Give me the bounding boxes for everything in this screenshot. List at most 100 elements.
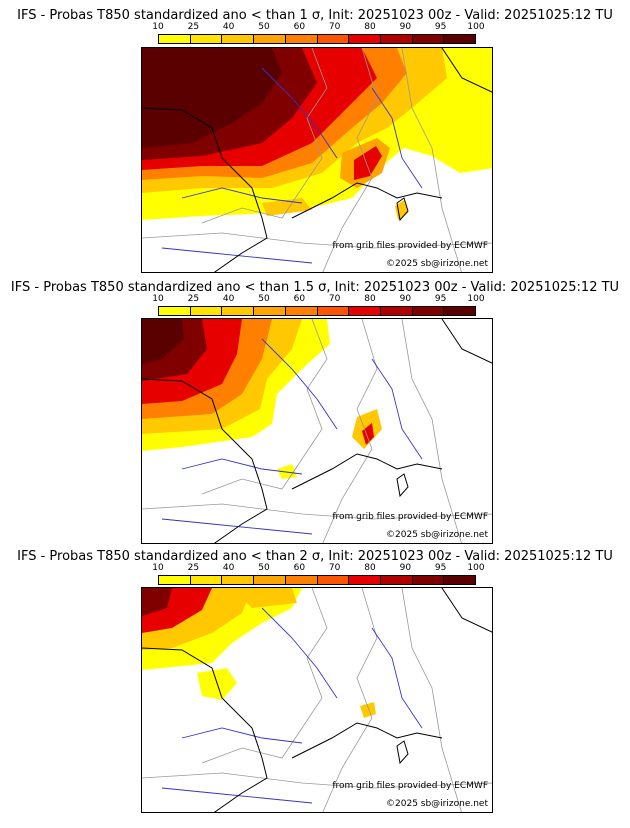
- source-credit: from grib files provided by ECMWF: [332, 512, 488, 522]
- colorbar-swatch: [222, 35, 255, 43]
- colorbar-swatch: [380, 307, 413, 315]
- colorbar-swatch: [254, 35, 286, 43]
- colorbar-swatch: [190, 307, 223, 315]
- colorbar-swatch: [159, 307, 191, 315]
- colorbar-tick-label: 95: [434, 563, 447, 573]
- colorbar-tick-label: 25: [187, 294, 200, 304]
- colorbar-tick-label: 10: [152, 22, 164, 32]
- prob-area-95: [142, 588, 172, 616]
- colorbar-tick-label: 10: [152, 563, 164, 573]
- colorbar-tick-label: 25: [187, 563, 200, 573]
- probability-map: from grib files provided by ECMWF ©2025 …: [141, 587, 493, 813]
- colorbar-tick-label: 95: [434, 294, 447, 304]
- copyright-credit: ©2025 sb@irizone.net: [386, 530, 488, 540]
- panel-title: IFS - Probas T850 standardized ano < tha…: [10, 280, 620, 295]
- colorbar-labels: 10 25 40 50 60 70 80 90 95 100: [152, 294, 484, 305]
- colorbar-labels: 10 25 40 50 60 70 80 90 95 100: [152, 563, 484, 574]
- colorbar-tick-label: 100: [467, 563, 485, 573]
- colorbar-swatch: [412, 307, 445, 315]
- map-rivers: [161, 338, 423, 535]
- panel-1sigma: IFS - Probas T850 standardized ano < tha…: [0, 0, 630, 273]
- colorbar-tick-label: 50: [258, 563, 270, 573]
- map-rivers: [161, 67, 423, 264]
- prob-alps-40: [360, 702, 376, 718]
- map-graphic: [142, 588, 492, 812]
- probability-fill: [142, 588, 376, 718]
- map-borders: [142, 319, 492, 543]
- map-graphic: [142, 48, 492, 272]
- prob-alps-80: [354, 146, 382, 180]
- colorbar-tick-label: 90: [399, 22, 412, 32]
- panel-title: IFS - Probas T850 standardized ano < tha…: [17, 8, 613, 23]
- colorbar-swatch: [349, 576, 381, 584]
- colorbar-tick-label: 40: [222, 563, 235, 573]
- colorbar-swatch: [380, 35, 413, 43]
- colorbar-swatch: [254, 307, 286, 315]
- colorbar-tick-label: 100: [467, 294, 485, 304]
- map-coastlines: [142, 319, 492, 543]
- colorbar-swatch: [285, 307, 318, 315]
- colorbar-tick-label: 70: [328, 294, 341, 304]
- colorbar-swatch: [159, 35, 191, 43]
- colorbar-tick-label: 10: [152, 294, 164, 304]
- colorbar-swatch: [222, 576, 255, 584]
- colorbar-tick-label: 80: [364, 563, 376, 573]
- colorbar-tick-label: 80: [364, 294, 376, 304]
- colorbar-swatch: [444, 576, 476, 584]
- map-graphic: [142, 319, 492, 543]
- panel-1-5sigma: IFS - Probas T850 standardized ano < tha…: [0, 270, 630, 544]
- colorbar-tick-label: 60: [293, 22, 306, 32]
- map-coastlines: [142, 588, 492, 812]
- colorbar-tick-label: 50: [258, 294, 270, 304]
- prob-area-100: [142, 48, 282, 148]
- prob-area-100: [142, 319, 184, 364]
- colorbar-swatch: [222, 307, 255, 315]
- panel-2sigma: IFS - Probas T850 standardized ano < tha…: [0, 540, 630, 813]
- colorbar-swatch: [159, 576, 191, 584]
- colorbar-boxes: [158, 306, 476, 316]
- colorbar-boxes: [158, 575, 476, 585]
- colorbar-tick-label: 60: [293, 563, 306, 573]
- colorbar-swatch: [412, 35, 445, 43]
- colorbar-tick-label: 40: [222, 294, 235, 304]
- panel-title: IFS - Probas T850 standardized ano < tha…: [17, 549, 613, 564]
- source-credit: from grib files provided by ECMWF: [332, 241, 488, 251]
- prob-alps-80: [362, 423, 374, 445]
- colorbar-swatch: [444, 35, 476, 43]
- colorbar-swatch: [380, 576, 413, 584]
- colorbar-tick-label: 95: [434, 22, 447, 32]
- colorbar-tick-label: 80: [364, 22, 376, 32]
- probability-map: from grib files provided by ECMWF ©2025 …: [141, 47, 493, 273]
- colorbar-swatch: [317, 576, 350, 584]
- colorbar-tick-label: 90: [399, 563, 412, 573]
- map-borders: [142, 48, 492, 272]
- colorbar-tick-label: 40: [222, 22, 235, 32]
- colorbar: 10 25 40 50 60 70 80 90 95 100: [152, 294, 485, 316]
- colorbar-tick-label: 70: [328, 22, 341, 32]
- prob-spain: [277, 464, 297, 479]
- colorbar-swatch: [444, 307, 476, 315]
- probability-fill: [142, 319, 382, 479]
- colorbar-swatch: [190, 576, 223, 584]
- colorbar-labels: 10 25 40 50 60 70 80 90 95 100: [152, 22, 484, 33]
- copyright-credit: ©2025 sb@irizone.net: [386, 799, 488, 809]
- colorbar-swatch: [412, 576, 445, 584]
- colorbar-boxes: [158, 34, 476, 44]
- colorbar-tick-label: 70: [328, 563, 341, 573]
- source-credit: from grib files provided by ECMWF: [332, 781, 488, 791]
- map-borders: [142, 588, 492, 812]
- colorbar-tick-label: 60: [293, 294, 306, 304]
- colorbar-swatch: [285, 35, 318, 43]
- colorbar-swatch: [349, 307, 381, 315]
- colorbar-swatch: [317, 35, 350, 43]
- colorbar: 10 25 40 50 60 70 80 90 95 100: [152, 22, 485, 44]
- probability-map: from grib files provided by ECMWF ©2025 …: [141, 318, 493, 544]
- prob-north: [232, 588, 297, 608]
- map-rivers: [161, 607, 423, 804]
- colorbar: 10 25 40 50 60 70 80 90 95 100: [152, 563, 485, 585]
- colorbar-swatch: [317, 307, 350, 315]
- colorbar-swatch: [349, 35, 381, 43]
- map-coastlines: [142, 48, 492, 272]
- colorbar-tick-label: 100: [467, 22, 485, 32]
- colorbar-swatch: [254, 576, 286, 584]
